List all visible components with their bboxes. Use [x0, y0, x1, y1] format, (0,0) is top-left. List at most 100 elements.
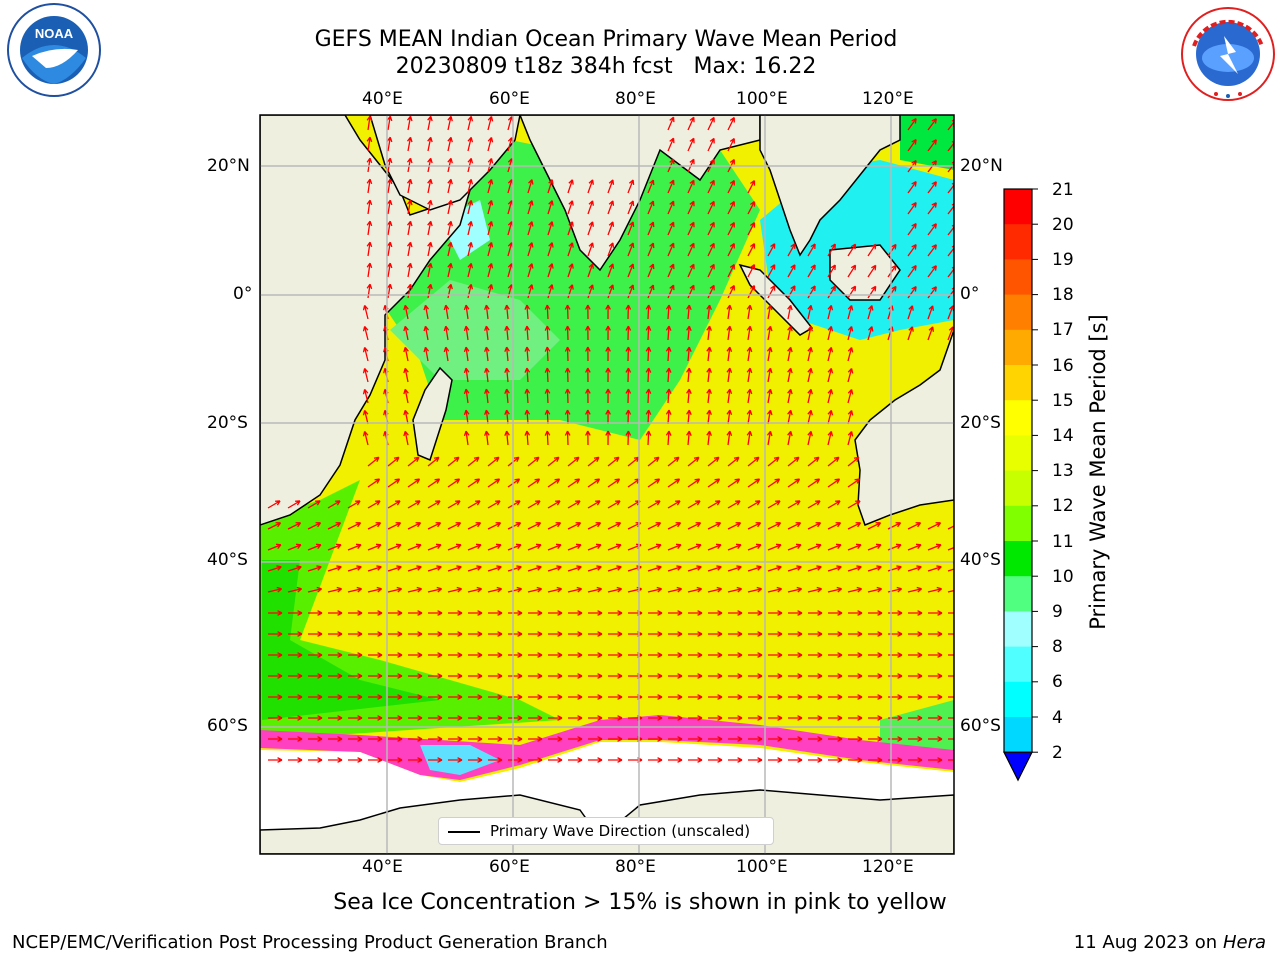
wave-arrow	[585, 325, 591, 341]
wave-arrow	[427, 136, 433, 152]
wave-arrow	[406, 178, 413, 194]
wave-arrow	[867, 285, 877, 299]
wave-arrow	[408, 757, 423, 763]
wave-arrow	[727, 200, 735, 215]
wave-arrow	[767, 522, 782, 530]
wave-arrow	[668, 757, 683, 763]
wave-arrow	[708, 673, 723, 679]
wave-arrow	[386, 241, 393, 257]
wave-arrow	[807, 388, 813, 404]
wave-arrow	[728, 736, 743, 742]
wave-arrow	[408, 652, 423, 658]
wave-arrow	[406, 220, 413, 236]
wave-arrow	[767, 243, 776, 257]
wave-arrow	[687, 586, 703, 593]
noaa-logo-text: NOAA	[35, 26, 74, 41]
wave-arrow	[808, 736, 823, 742]
wave-arrow	[787, 264, 796, 278]
wave-arrow	[828, 652, 843, 658]
wave-arrow	[688, 652, 703, 658]
wave-arrow	[428, 694, 443, 700]
wave-arrow	[524, 304, 531, 320]
wave-arrow	[428, 757, 443, 763]
wave-arrow	[808, 631, 823, 637]
wave-arrow	[366, 199, 373, 215]
wave-arrow	[487, 478, 501, 488]
wave-arrow	[867, 565, 882, 572]
wave-arrow	[348, 610, 363, 616]
wave-arrow	[708, 757, 723, 763]
wave-arrow	[527, 456, 540, 467]
wave-arrow	[948, 696, 954, 698]
wave-arrow	[847, 522, 862, 530]
wave-arrow	[447, 157, 453, 173]
wave-arrow	[447, 456, 460, 467]
wave-arrow	[568, 673, 583, 679]
legend-label: Primary Wave Direction (unscaled)	[490, 822, 751, 840]
colorbar-tick-21: 21	[1052, 180, 1074, 200]
wave-arrow	[847, 285, 857, 299]
lat-tick-right-20N: 20°N	[960, 156, 1003, 176]
wave-arrow	[487, 586, 503, 593]
lon-tick-bottom-100E: 100°E	[736, 857, 788, 877]
map-legend: Primary Wave Direction (unscaled)	[438, 817, 774, 845]
wave-arrow	[747, 285, 756, 299]
wave-arrow	[747, 456, 760, 467]
wave-arrow	[587, 200, 594, 215]
wave-arrow	[447, 586, 463, 593]
wave-arrow	[687, 221, 695, 236]
land-madagascar	[412, 366, 453, 462]
wave-arrow	[362, 409, 369, 425]
wave-arrow	[468, 652, 483, 658]
colorbar-segment	[1004, 646, 1032, 683]
wave-arrow	[907, 565, 922, 572]
colorbar-tick-8: 8	[1052, 637, 1063, 657]
wave-arrow	[748, 673, 763, 679]
wave-arrow	[827, 430, 834, 446]
wave-arrow	[808, 715, 823, 721]
wave-arrow	[607, 179, 615, 194]
wave-arrow	[547, 200, 554, 215]
wave-arrow	[625, 409, 632, 425]
wave-arrow	[427, 522, 442, 530]
wave-arrow	[567, 200, 574, 215]
wave-arrow	[308, 610, 323, 616]
wave-arrow	[787, 430, 793, 446]
colorbar-tick-20: 20	[1052, 215, 1074, 235]
wave-arrow	[267, 586, 283, 593]
wave-arrow	[667, 137, 675, 152]
wave-arrow	[908, 736, 923, 742]
wave-arrow	[645, 346, 652, 362]
wave-arrow	[665, 388, 672, 404]
wave-arrow	[587, 179, 594, 194]
wave-arrow	[467, 478, 481, 488]
land-indochina	[759, 115, 901, 257]
wave-arrow	[706, 430, 712, 446]
wave-arrow	[467, 220, 474, 236]
wave-arrow	[386, 199, 393, 215]
wave-arrow	[665, 304, 672, 320]
wave-arrow	[547, 263, 554, 278]
wave-arrow	[328, 694, 343, 700]
wave-arrow	[767, 586, 783, 593]
wave-arrow	[645, 367, 652, 383]
wave-arrow	[508, 673, 523, 679]
legend-line-swatch	[448, 831, 480, 833]
wave-arrow	[527, 543, 542, 551]
wave-arrow	[948, 612, 954, 614]
wave-arrow	[747, 543, 762, 551]
wave-arrow	[727, 586, 743, 593]
wave-arrow	[707, 137, 715, 152]
colorbar-tick-12: 12	[1052, 496, 1074, 516]
wave-arrow	[423, 346, 430, 362]
wave-arrow	[707, 565, 722, 572]
wave-arrow	[808, 652, 823, 658]
wave-arrow	[468, 715, 483, 721]
wave-arrow	[827, 388, 834, 404]
wave-arrow	[267, 522, 282, 530]
wave-arrow	[504, 430, 510, 446]
wave-arrow	[927, 326, 934, 341]
wave-arrow	[807, 543, 822, 551]
wave-arrow	[268, 694, 283, 700]
footer-credit: NCEP/EMC/Verification Post Processing Pr…	[12, 932, 608, 953]
